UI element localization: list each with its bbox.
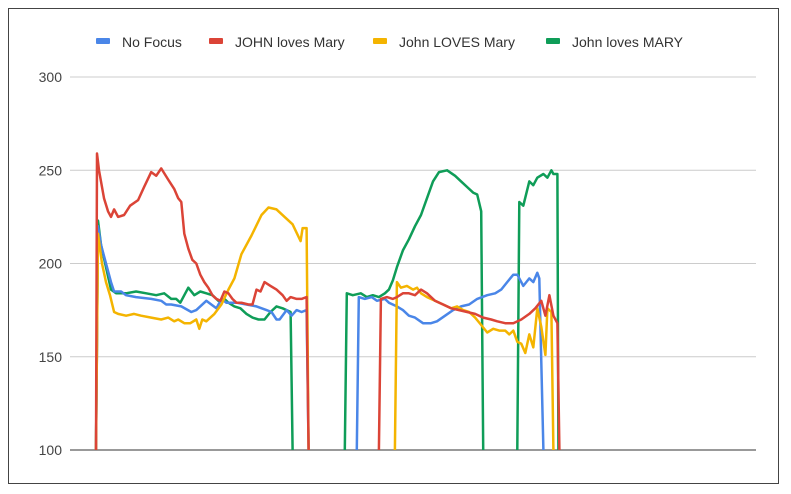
y-tick-label: 250: [39, 162, 63, 178]
series-line-john-loves-mary: [343, 169, 485, 451]
legend-label: John LOVES Mary: [399, 34, 515, 50]
series-line-john-loves-mary: [94, 219, 294, 451]
series-line-john-loves-mary: [377, 288, 561, 451]
series-line-john-loves-mary: [393, 280, 555, 451]
y-tick-label: 300: [39, 69, 63, 85]
legend: No Focus JOHN loves Mary John LOVES Mary Jo…: [96, 34, 684, 50]
legend-label: John loves MARY: [572, 34, 684, 50]
legend-swatch: [373, 38, 387, 44]
series-line-john-loves-mary: [516, 169, 560, 451]
series-line-john-loves-mary: [94, 206, 310, 451]
legend-swatch: [209, 38, 223, 44]
y-tick-label: 150: [39, 349, 63, 365]
legend-swatch: [96, 38, 110, 44]
y-tick-label: 200: [39, 256, 63, 272]
legend-label: JOHN loves Mary: [235, 34, 345, 50]
series-line-john-loves-mary: [94, 152, 310, 451]
series-line-no-focus: [355, 271, 545, 451]
series-lines: [94, 152, 561, 451]
y-axis-ticks: 100 150 200 250 300: [39, 69, 63, 458]
chart-frame: [8, 8, 779, 484]
gridlines: [70, 76, 756, 451]
legend-swatch: [546, 38, 560, 44]
legend-label: No Focus: [122, 34, 182, 50]
y-tick-label: 100: [39, 442, 63, 458]
series-line-no-focus: [94, 224, 310, 451]
